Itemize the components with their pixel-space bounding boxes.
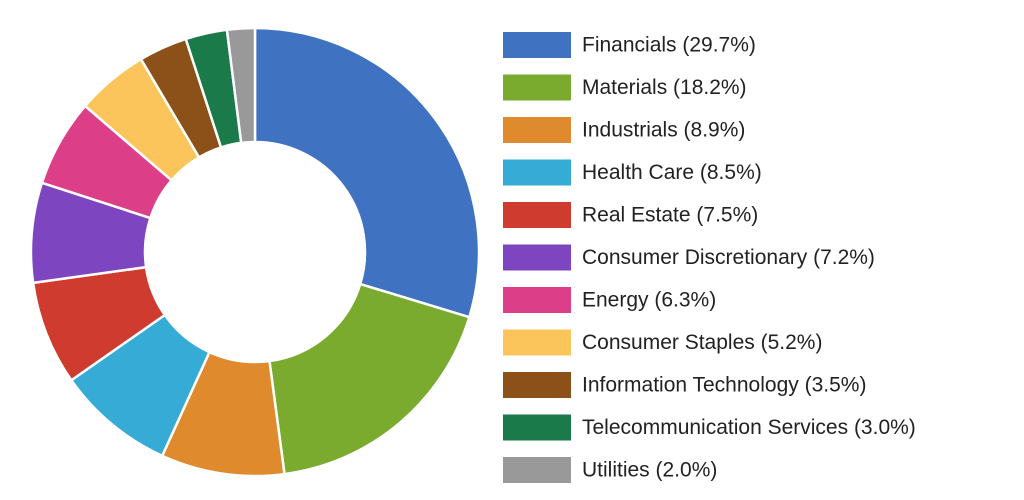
donut-slice — [253, 26, 481, 319]
legend-swatch — [503, 159, 571, 186]
legend-swatch — [503, 32, 571, 58]
legend-swatch — [503, 117, 571, 143]
legend-swatch — [503, 372, 571, 398]
legend-label: Health Care (8.5%) — [582, 161, 762, 184]
donut-slice — [268, 282, 471, 476]
legend-label: Information Technology (3.5%) — [582, 374, 866, 397]
legend-swatch — [503, 202, 571, 228]
legend-swatch — [503, 457, 571, 483]
legend-label: Real Estate (7.5%) — [582, 204, 758, 227]
legend-label: Financials (29.7%) — [582, 34, 756, 57]
legend-swatch — [503, 414, 571, 441]
legend-label: Consumer Staples (5.2%) — [582, 331, 822, 354]
legend-label: Materials (18.2%) — [582, 76, 747, 99]
legend-label: Telecommunication Services (3.0%) — [582, 416, 916, 439]
donut-slice — [225, 26, 257, 145]
legend-swatch — [503, 244, 571, 271]
legend-label: Energy (6.3%) — [582, 289, 716, 312]
legend-label: Utilities (2.0%) — [582, 459, 717, 482]
legend-swatch — [503, 287, 571, 313]
legend-swatch — [503, 329, 571, 356]
legend-label: Industrials (8.9%) — [582, 119, 745, 142]
legend-label: Consumer Discretionary (7.2%) — [582, 246, 875, 269]
legend-swatch — [503, 74, 571, 101]
